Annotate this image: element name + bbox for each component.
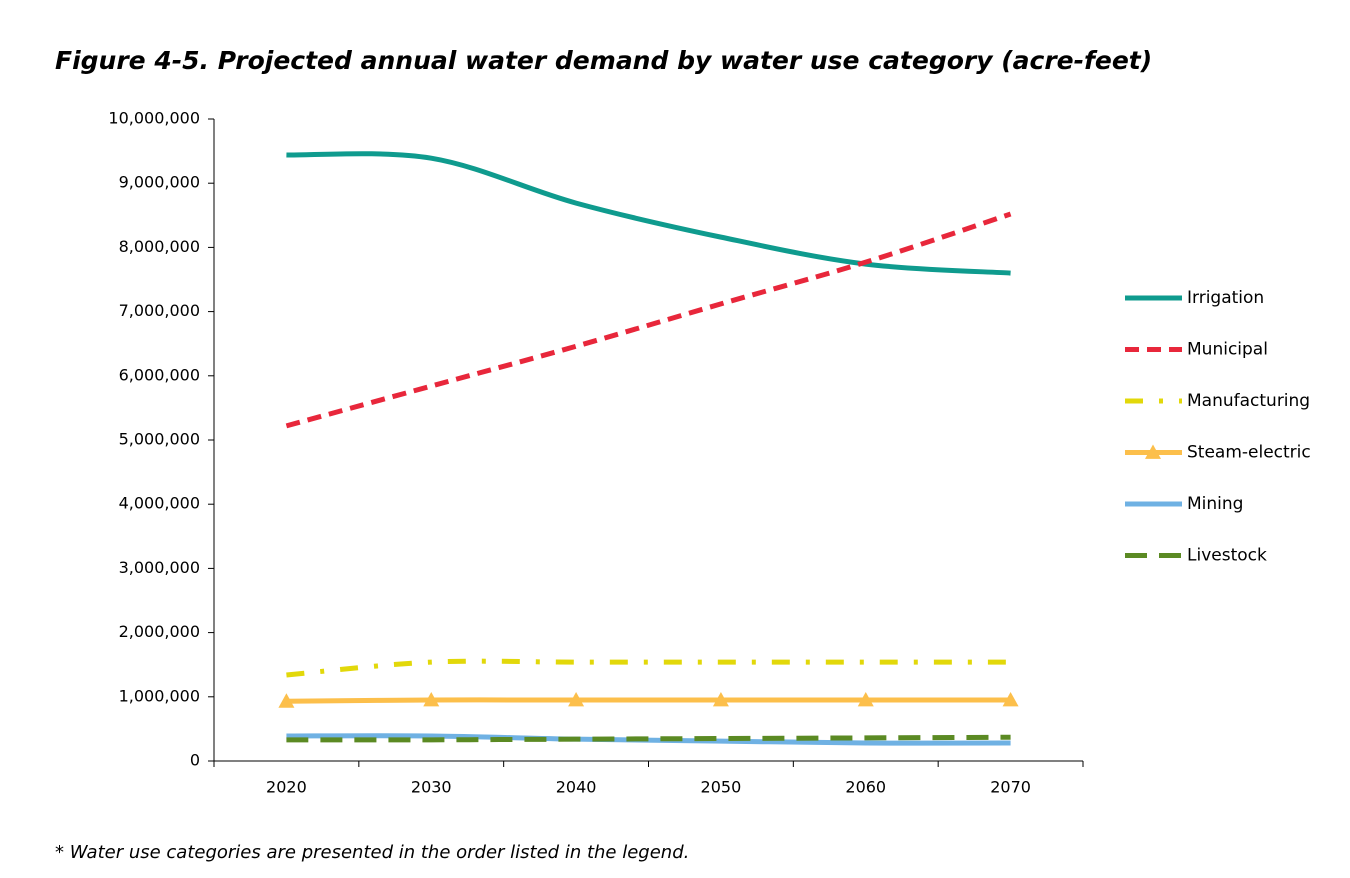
- series-line: [286, 733, 1011, 746]
- y-tick-label: 4,000,000: [119, 494, 200, 513]
- legend-label: Livestock: [1187, 546, 1267, 566]
- x-tick-label: 2040: [556, 778, 597, 797]
- y-tick-label: 2,000,000: [119, 622, 200, 641]
- series-line: [286, 697, 1011, 704]
- series-line: [286, 734, 1011, 743]
- y-tick-label: 6,000,000: [119, 365, 200, 384]
- y-tick-label: 1,000,000: [119, 686, 200, 705]
- legend-label: Municipal: [1187, 340, 1268, 360]
- y-tick-label: 9,000,000: [119, 173, 200, 192]
- y-tick-label: 7,000,000: [119, 301, 200, 320]
- y-tick-label: 0: [190, 751, 200, 770]
- y-tick-label: 10,000,000: [108, 109, 200, 128]
- series-marker: [712, 692, 729, 707]
- y-tick-label: 8,000,000: [119, 237, 200, 256]
- legend-label: Manufacturing: [1187, 391, 1310, 411]
- x-tick-label: 2050: [701, 778, 742, 797]
- series-marker: [857, 692, 874, 707]
- legend-label: Steam-electric: [1187, 443, 1311, 463]
- y-tick-label: 5,000,000: [119, 430, 200, 449]
- x-tick-label: 2030: [411, 778, 452, 797]
- legend-label: Irrigation: [1187, 288, 1264, 308]
- chart-title: Figure 4-5. Projected annual water deman…: [55, 46, 1152, 75]
- series-marker: [278, 693, 295, 708]
- series-marker: [1002, 692, 1019, 707]
- series-line: [286, 658, 1011, 678]
- legend-marker: [1145, 444, 1161, 459]
- x-tick-label: 2060: [845, 778, 886, 797]
- footnote: * Water use categories are presented in …: [55, 842, 689, 863]
- x-tick-label: 2020: [266, 778, 307, 797]
- series-line: [285, 211, 1012, 429]
- series-line: [286, 151, 1011, 276]
- legend-label: Mining: [1187, 494, 1243, 514]
- series-marker: [423, 692, 440, 707]
- y-tick-label: 3,000,000: [119, 558, 200, 577]
- series-marker: [568, 692, 585, 707]
- x-tick-label: 2070: [990, 778, 1031, 797]
